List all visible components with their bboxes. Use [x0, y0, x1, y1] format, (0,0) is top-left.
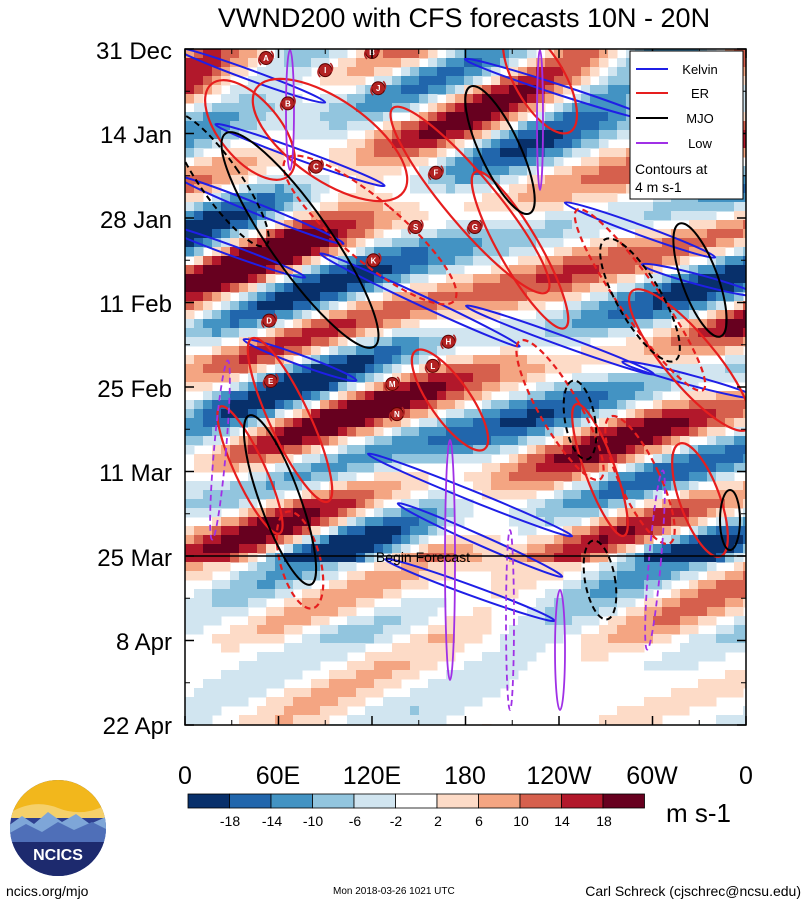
- tc-marker-label: S: [413, 223, 419, 232]
- tc-marker-9: K: [365, 252, 382, 268]
- wave-contours: [185, 49, 746, 711]
- tc-marker-label: A: [263, 54, 269, 63]
- tc-marker-label: I: [324, 66, 326, 75]
- tc-marker-13: E: [262, 373, 279, 389]
- x-tick-4: 120W: [526, 762, 592, 790]
- y-tick-0: 31 Dec: [96, 38, 172, 65]
- colorbar: [187, 793, 645, 809]
- tc-marker-label: K: [371, 256, 377, 265]
- x-tick-3: 180: [444, 762, 486, 790]
- tc-marker-5: C: [307, 159, 324, 175]
- colorbar-tick-6: 6: [475, 813, 483, 829]
- x-tick-5: 60W: [626, 762, 678, 790]
- colorbar-tick-2: -10: [303, 813, 323, 829]
- tc-marker-label: G: [472, 223, 478, 232]
- tc-marker-label: L: [430, 362, 435, 371]
- tc-marker-7: S: [407, 219, 424, 235]
- x-tick-0: 0: [178, 762, 192, 790]
- y-tick-2: 28 Jan: [100, 207, 172, 234]
- y-tick-8: 22 Apr: [103, 713, 172, 740]
- legend: Kelvin ER MJO Low Contours at 4 m s-1: [629, 50, 744, 200]
- y-tick-1: 14 Jan: [100, 122, 172, 149]
- tc-marker-label: N: [394, 410, 400, 419]
- colorbar-swatch: [229, 793, 272, 809]
- colorbar-swatch: [602, 793, 645, 809]
- tc-marker-14: M: [384, 376, 401, 392]
- x-tick-1: 60E: [256, 762, 300, 790]
- chart-title: VWND200 with CFS forecasts 10N - 20N: [218, 3, 710, 33]
- tc-marker-label: H: [445, 338, 451, 347]
- legend-note-1: Contours at: [635, 161, 707, 177]
- colorbar-tick-9: 18: [596, 813, 612, 829]
- colorbar-swatch: [436, 793, 479, 809]
- ncics-logo: NCICS: [10, 780, 106, 876]
- colorbar-swatch: [395, 793, 438, 809]
- footer-author: Carl Schreck (cjschrec@ncsu.edu): [585, 883, 801, 899]
- y-tick-3: 11 Feb: [99, 291, 172, 318]
- tc-marker-12: L: [424, 358, 441, 374]
- colorbar-unit: m s-1: [666, 798, 731, 828]
- x-tick-6: 0: [739, 762, 753, 790]
- tc-marker-label: B: [285, 99, 291, 108]
- colorbar-swatch: [312, 793, 355, 809]
- legend-note-2: 4 m s-1: [635, 179, 682, 195]
- legend-label-kelvin: Kelvin: [682, 62, 717, 77]
- tc-marker-label: F: [433, 169, 438, 178]
- tc-marker-15: N: [388, 406, 405, 422]
- tc-marker-label: D: [266, 317, 272, 326]
- colorbar-tick-7: 10: [513, 813, 529, 829]
- footer-timestamp: Mon 2018-03-26 1021 UTC: [333, 886, 455, 897]
- tc-marker-2: I: [317, 62, 334, 78]
- legend-label-mjo: MJO: [686, 111, 713, 126]
- colorbar-tick-4: -2: [390, 813, 403, 829]
- colorbar-swatch: [519, 793, 562, 809]
- y-tick-5: 11 Mar: [99, 460, 172, 487]
- colorbar-swatch: [353, 793, 396, 809]
- colorbar-swatch: [187, 793, 230, 809]
- tc-marker-11: H: [440, 334, 457, 350]
- tc-marker-label: E: [268, 377, 274, 386]
- tc-marker-6: F: [427, 165, 444, 181]
- tc-markers: ABIJBCFSGKDHLEMN: [258, 49, 483, 422]
- logo-text: NCICS: [33, 847, 83, 864]
- y-tick-7: 8 Apr: [116, 629, 172, 656]
- legend-label-er: ER: [691, 86, 709, 101]
- colorbar-tick-5: 2: [434, 813, 442, 829]
- legend-label-low: Low: [688, 136, 712, 151]
- colorbar-swatch: [561, 793, 604, 809]
- colorbar-swatch: [270, 793, 313, 809]
- tc-marker-8: G: [466, 219, 483, 235]
- tc-marker-label: C: [313, 163, 319, 172]
- colorbar-tick-8: 14: [554, 813, 570, 829]
- forecast-label: Begin Forecast: [376, 549, 470, 565]
- tc-marker-3: J: [370, 80, 387, 96]
- tc-marker-label: M: [389, 380, 396, 389]
- footer-url: ncics.org/mjo: [6, 883, 89, 899]
- colorbar-tick-3: -6: [349, 813, 362, 829]
- tc-marker-0: A: [258, 50, 275, 66]
- colorbar-tick-1: -14: [262, 813, 282, 829]
- y-tick-4: 25 Feb: [97, 376, 172, 403]
- tc-marker-4: B: [279, 95, 296, 111]
- axis-ticks: [184, 48, 747, 726]
- x-tick-2: 120E: [343, 762, 401, 790]
- tc-marker-10: D: [261, 313, 278, 329]
- colorbar-swatch: [478, 793, 521, 809]
- tc-marker-label: J: [376, 84, 380, 93]
- y-tick-6: 25 Mar: [97, 545, 172, 572]
- colorbar-tick-0: -18: [220, 813, 240, 829]
